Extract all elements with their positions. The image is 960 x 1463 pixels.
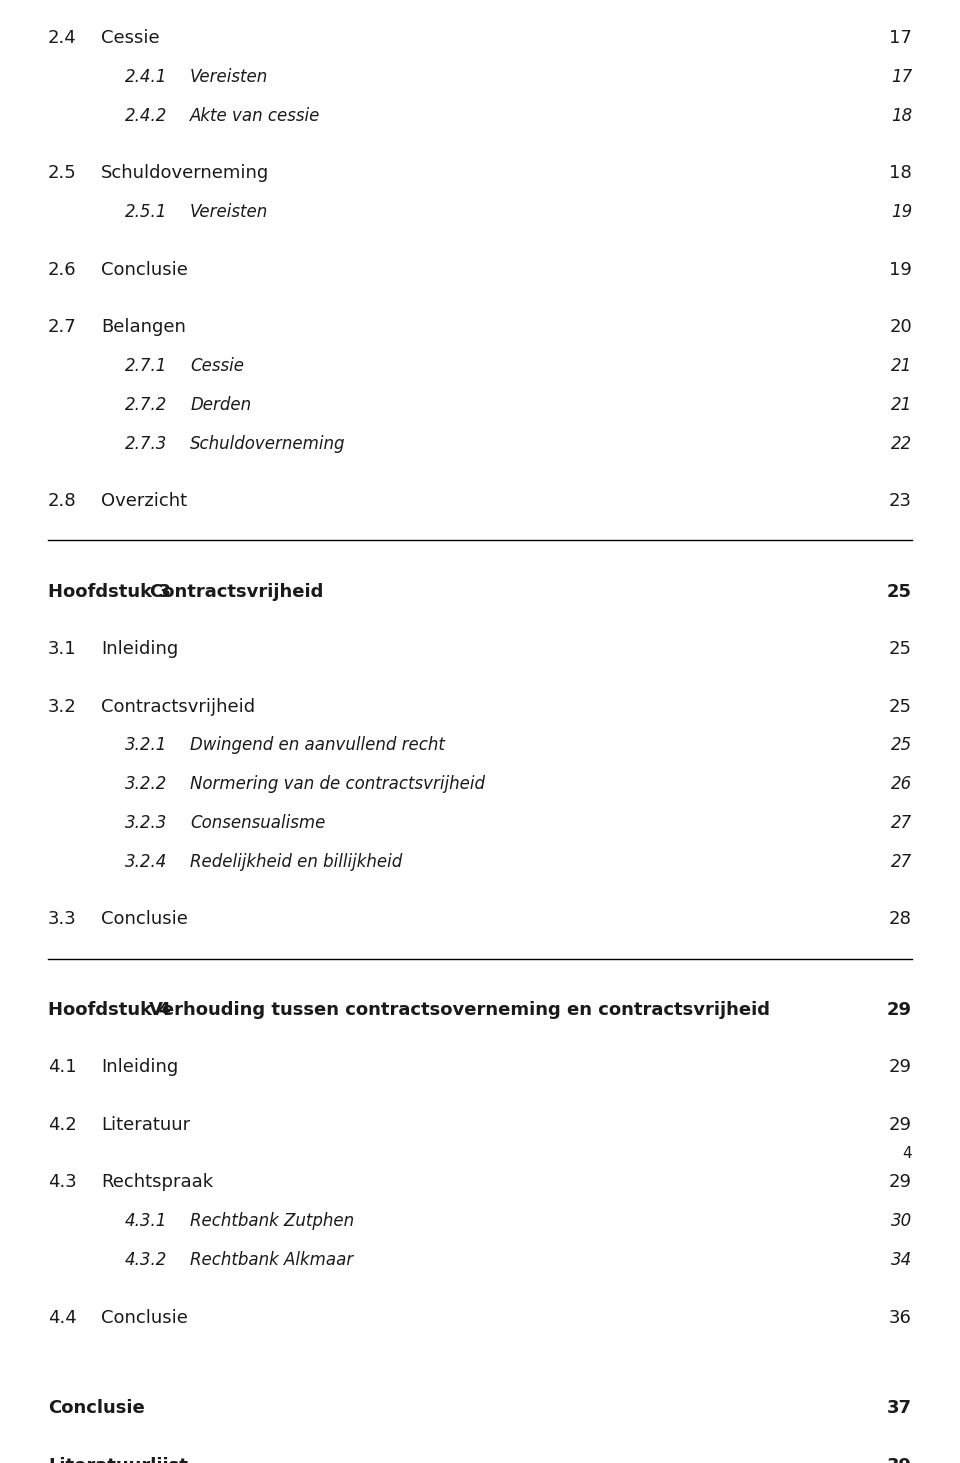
Text: Literatuur: Literatuur [101,1116,190,1134]
Text: Contractsvrijheid: Contractsvrijheid [101,698,255,715]
Text: 4: 4 [902,1146,912,1160]
Text: 4.3.1: 4.3.1 [125,1213,167,1230]
Text: 2.5.1: 2.5.1 [125,203,167,221]
Text: Redelijkheid en billijkheid: Redelijkheid en billijkheid [190,853,402,870]
Text: Hoofdstuk 4: Hoofdstuk 4 [48,1001,171,1018]
Text: 2.7.2: 2.7.2 [125,396,167,414]
Text: Derden: Derden [190,396,252,414]
Text: 18: 18 [889,164,912,183]
Text: 3.2: 3.2 [48,698,77,715]
Text: 29: 29 [887,1001,912,1018]
Text: 2.8: 2.8 [48,492,77,511]
Text: Overzicht: Overzicht [101,492,187,511]
Text: Cessie: Cessie [190,357,244,375]
Text: 2.7: 2.7 [48,319,77,336]
Text: 2.4: 2.4 [48,29,77,47]
Text: 29: 29 [889,1116,912,1134]
Text: Inleiding: Inleiding [101,1058,178,1077]
Text: Conclusie: Conclusie [48,1399,145,1418]
Text: 28: 28 [889,910,912,929]
Text: 17: 17 [891,69,912,86]
Text: 25: 25 [887,582,912,601]
Text: 4.2: 4.2 [48,1116,77,1134]
Text: 29: 29 [889,1173,912,1191]
Text: 2.6: 2.6 [48,260,77,279]
Text: 27: 27 [891,813,912,832]
Text: 3.3: 3.3 [48,910,77,929]
Text: 19: 19 [889,260,912,279]
Text: Conclusie: Conclusie [101,910,187,929]
Text: 25: 25 [889,698,912,715]
Text: Akte van cessie: Akte van cessie [190,107,321,124]
Text: Vereisten: Vereisten [190,203,269,221]
Text: 3.2.3: 3.2.3 [125,813,167,832]
Text: Belangen: Belangen [101,319,185,336]
Text: 26: 26 [891,775,912,793]
Text: 37: 37 [887,1399,912,1418]
Text: 2.7.3: 2.7.3 [125,435,167,452]
Text: 25: 25 [889,641,912,658]
Text: 21: 21 [891,357,912,375]
Text: Rechtbank Zutphen: Rechtbank Zutphen [190,1213,354,1230]
Text: Verhouding tussen contractsoverneming en contractsvrijheid: Verhouding tussen contractsoverneming en… [149,1001,770,1018]
Text: Schuldoverneming: Schuldoverneming [190,435,346,452]
Text: 2.5: 2.5 [48,164,77,183]
Text: 23: 23 [889,492,912,511]
Text: Conclusie: Conclusie [101,260,187,279]
Text: 25: 25 [891,736,912,755]
Text: 18: 18 [891,107,912,124]
Text: 3.2.4: 3.2.4 [125,853,167,870]
Text: 3.2.2: 3.2.2 [125,775,167,793]
Text: 27: 27 [891,853,912,870]
Text: 2.7.1: 2.7.1 [125,357,167,375]
Text: Conclusie: Conclusie [101,1308,187,1327]
Text: 2.4.2: 2.4.2 [125,107,167,124]
Text: 4.3.2: 4.3.2 [125,1251,167,1268]
Text: 22: 22 [891,435,912,452]
Text: Literatuurlijst: Literatuurlijst [48,1457,188,1463]
Text: 21: 21 [891,396,912,414]
Text: 4.4: 4.4 [48,1308,77,1327]
Text: Dwingend en aanvullend recht: Dwingend en aanvullend recht [190,736,444,755]
Text: 39: 39 [887,1457,912,1463]
Text: Schuldoverneming: Schuldoverneming [101,164,269,183]
Text: 29: 29 [889,1058,912,1077]
Text: 4.1: 4.1 [48,1058,77,1077]
Text: 34: 34 [891,1251,912,1268]
Text: Contractsvrijheid: Contractsvrijheid [149,582,324,601]
Text: Hoofdstuk 3: Hoofdstuk 3 [48,582,171,601]
Text: 19: 19 [891,203,912,221]
Text: 3.1: 3.1 [48,641,77,658]
Text: 2.4.1: 2.4.1 [125,69,167,86]
Text: 4.3: 4.3 [48,1173,77,1191]
Text: Normering van de contractsvrijheid: Normering van de contractsvrijheid [190,775,485,793]
Text: 30: 30 [891,1213,912,1230]
Text: 20: 20 [889,319,912,336]
Text: Inleiding: Inleiding [101,641,178,658]
Text: 36: 36 [889,1308,912,1327]
Text: Consensualisme: Consensualisme [190,813,325,832]
Text: 17: 17 [889,29,912,47]
Text: Rechtspraak: Rechtspraak [101,1173,213,1191]
Text: Cessie: Cessie [101,29,159,47]
Text: 3.2.1: 3.2.1 [125,736,167,755]
Text: Rechtbank Alkmaar: Rechtbank Alkmaar [190,1251,353,1268]
Text: Vereisten: Vereisten [190,69,269,86]
